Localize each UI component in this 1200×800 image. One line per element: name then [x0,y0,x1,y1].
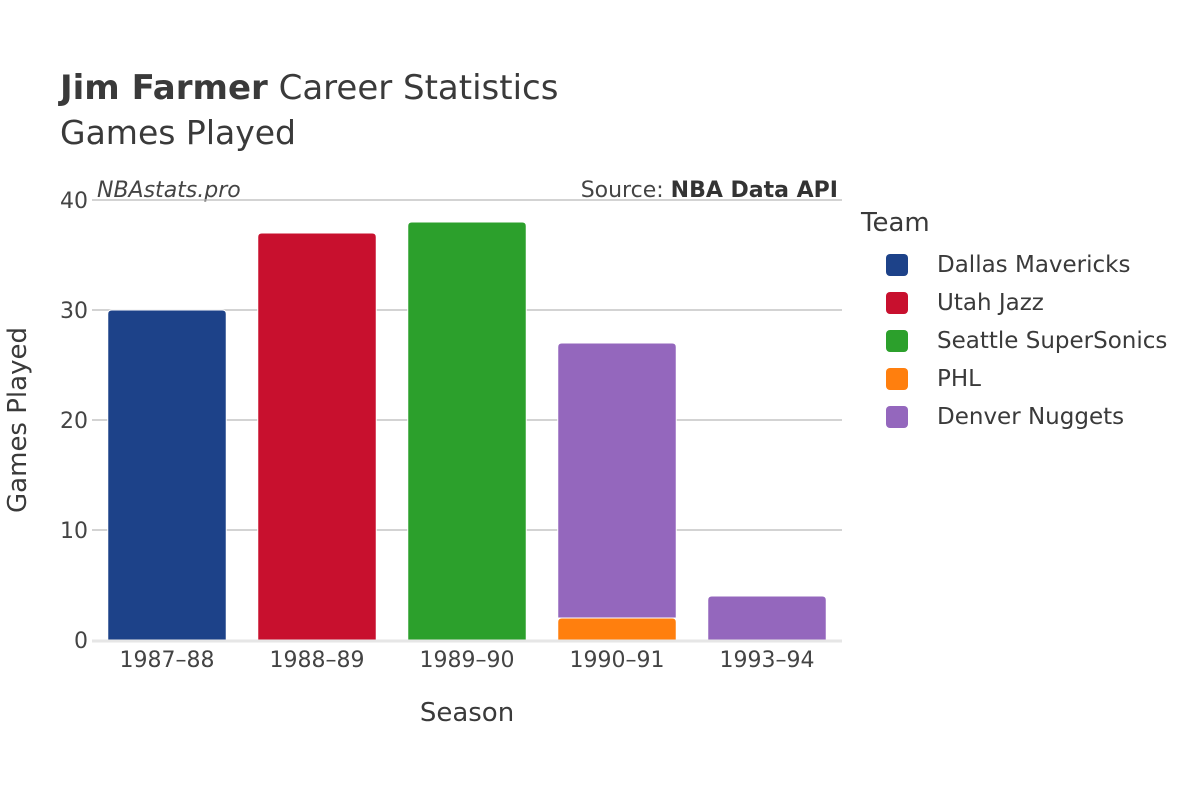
legend-swatch [886,406,908,428]
player-name: Jim Farmer [60,68,268,108]
y-tick-label: 40 [60,189,88,214]
credit-text: NBAstats.pro [97,178,241,203]
y-tick-label: 30 [60,299,88,324]
x-tick-label: 1990–91 [570,648,665,673]
x-tick-label: 1987–88 [120,648,215,673]
legend-item[interactable]: Denver Nuggets [861,398,1167,436]
y-tick-label: 20 [60,409,88,434]
bars [107,221,827,641]
x-tick-label: 1988–89 [270,648,365,673]
y-axis-title: Games Played [3,327,33,513]
bar-seattle-supersonics[interactable] [407,221,527,641]
legend-item[interactable]: Seattle SuperSonics [861,322,1167,360]
legend-label: PHL [937,366,981,392]
legend-label: Denver Nuggets [937,404,1125,430]
legend-title: Team [861,208,930,238]
source-text: Source: NBA Data API [581,178,838,203]
y-tick-label: 0 [74,629,88,654]
bar-dallas-mavericks[interactable] [107,309,227,641]
x-axis-title: Season [420,698,514,728]
chart-title: Jim Farmer Career Statistics [60,66,558,110]
legend-swatch [886,254,908,276]
legend-item[interactable]: Dallas Mavericks [861,246,1167,284]
legend-item[interactable]: Utah Jazz [861,284,1167,322]
legend-swatch [886,330,908,352]
title-rest: Career Statistics [278,68,559,108]
bar-phl[interactable] [557,617,677,641]
x-tick-label: 1993–94 [720,648,815,673]
bar-denver-nuggets[interactable] [557,342,677,619]
x-tick-label: 1989–90 [420,648,515,673]
legend-swatch [886,368,908,390]
legend-swatch [886,292,908,314]
bar-denver-nuggets[interactable] [707,595,827,641]
chart-subtitle: Games Played [60,113,296,152]
legend-label: Seattle SuperSonics [937,328,1168,354]
legend-item[interactable]: PHL [861,360,1167,398]
legend-label: Utah Jazz [937,290,1044,316]
source-prefix: Source: [580,178,671,203]
legend-label: Dallas Mavericks [937,252,1131,278]
axes: 0 10 20 30 40 1987–88 1988–89 1989–90 1990–91 199… [3,189,842,728]
legend: Team Dallas Mavericks Utah Jazz Seattle … [861,208,1167,436]
bar-utah-jazz[interactable] [257,232,377,641]
y-tick-label: 10 [60,519,88,544]
source-name: NBA Data API [670,178,838,203]
